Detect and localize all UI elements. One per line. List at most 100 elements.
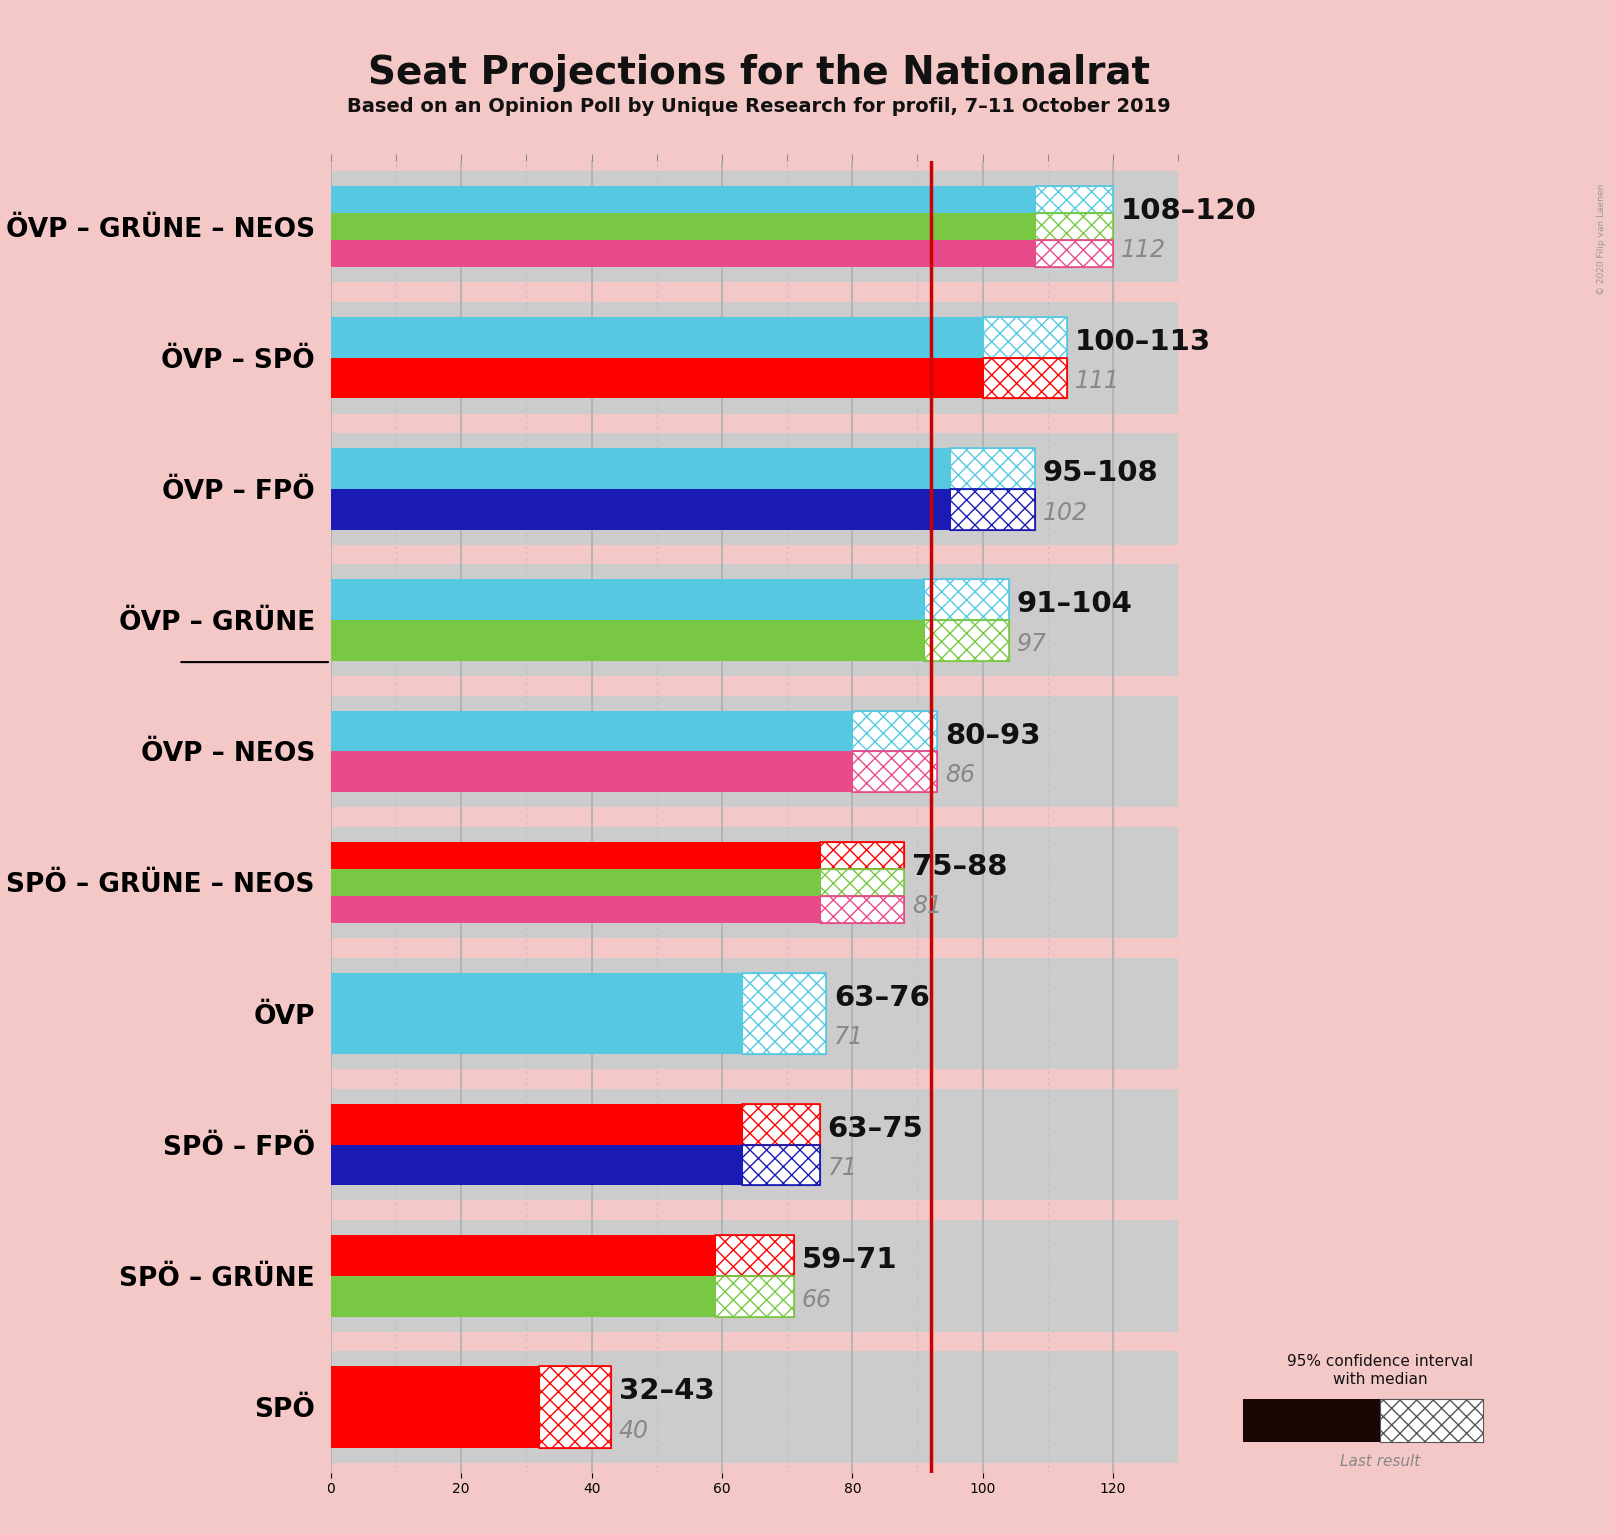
Bar xyxy=(925,580,1009,620)
Text: 112: 112 xyxy=(1120,238,1165,262)
Bar xyxy=(1035,213,1114,241)
Bar xyxy=(331,213,1035,241)
Text: 91–104: 91–104 xyxy=(1017,591,1133,618)
Bar xyxy=(539,1367,612,1448)
Bar xyxy=(951,448,1035,489)
Bar xyxy=(925,580,1009,620)
Bar xyxy=(852,710,938,752)
Bar xyxy=(715,1235,794,1276)
Text: 75–88: 75–88 xyxy=(912,853,1007,881)
Bar xyxy=(951,489,1035,529)
Bar xyxy=(852,752,938,792)
Bar xyxy=(331,1220,1178,1332)
Bar xyxy=(1035,241,1114,267)
Text: 63–76: 63–76 xyxy=(834,983,930,1012)
Bar xyxy=(820,868,904,896)
Bar xyxy=(820,896,904,923)
Text: 40: 40 xyxy=(620,1419,649,1442)
Bar xyxy=(331,302,1178,414)
Bar xyxy=(331,752,852,792)
Bar xyxy=(951,448,1035,489)
Bar xyxy=(820,868,904,896)
Text: 95–108: 95–108 xyxy=(1043,459,1159,488)
Bar xyxy=(983,318,1067,357)
Bar xyxy=(331,1367,539,1448)
Bar xyxy=(331,842,820,868)
Bar xyxy=(331,186,1035,213)
Bar xyxy=(852,752,938,792)
Bar xyxy=(951,448,1035,489)
Text: 71: 71 xyxy=(834,1025,863,1049)
Bar xyxy=(331,1276,715,1316)
Text: 86: 86 xyxy=(944,762,975,787)
Text: 102: 102 xyxy=(1043,500,1088,525)
Bar xyxy=(983,357,1067,399)
Bar xyxy=(741,1144,820,1186)
Bar xyxy=(331,1089,1178,1201)
Text: © 2020 Filip van Laenen: © 2020 Filip van Laenen xyxy=(1596,184,1606,296)
Bar xyxy=(741,1104,820,1144)
Bar xyxy=(1035,186,1114,213)
Bar xyxy=(715,1235,794,1276)
Bar xyxy=(331,710,852,752)
Bar xyxy=(331,448,951,489)
Text: 95% confidence interval
with median: 95% confidence interval with median xyxy=(1286,1355,1474,1387)
Bar xyxy=(741,1144,820,1186)
Bar xyxy=(331,1104,741,1144)
Bar xyxy=(741,973,826,1054)
Bar xyxy=(331,489,951,529)
Bar xyxy=(820,896,904,923)
Bar xyxy=(820,868,904,896)
Bar xyxy=(925,620,1009,661)
Bar xyxy=(331,1351,1178,1463)
Text: 111: 111 xyxy=(1075,370,1120,393)
Bar xyxy=(331,896,820,923)
Text: 59–71: 59–71 xyxy=(802,1246,897,1275)
Bar xyxy=(741,973,826,1054)
Bar xyxy=(331,827,1178,939)
Text: 71: 71 xyxy=(828,1157,857,1180)
Text: 32–43: 32–43 xyxy=(620,1378,715,1405)
Bar xyxy=(539,1367,612,1448)
Bar xyxy=(715,1276,794,1316)
Bar xyxy=(331,241,1035,267)
Bar xyxy=(331,433,1178,545)
Bar xyxy=(1035,241,1114,267)
Bar xyxy=(1035,241,1114,267)
Bar xyxy=(1035,213,1114,241)
Bar xyxy=(1035,186,1114,213)
Bar xyxy=(983,318,1067,357)
Bar xyxy=(539,1367,612,1448)
Bar xyxy=(331,580,925,620)
Bar xyxy=(331,1144,741,1186)
Text: 81: 81 xyxy=(912,894,943,917)
Bar xyxy=(820,842,904,868)
Text: 97: 97 xyxy=(1017,632,1046,655)
Text: 66: 66 xyxy=(802,1287,831,1312)
Bar xyxy=(852,752,938,792)
Bar xyxy=(1035,186,1114,213)
Bar xyxy=(820,842,904,868)
Bar xyxy=(741,1144,820,1186)
Text: 108–120: 108–120 xyxy=(1120,196,1257,225)
Bar xyxy=(925,620,1009,661)
Bar xyxy=(331,565,1178,676)
Bar xyxy=(852,710,938,752)
Text: 63–75: 63–75 xyxy=(828,1115,923,1143)
Bar xyxy=(331,620,925,661)
Bar xyxy=(715,1235,794,1276)
Bar xyxy=(820,842,904,868)
Text: 100–113: 100–113 xyxy=(1075,328,1212,356)
Bar xyxy=(951,489,1035,529)
Bar xyxy=(741,1104,820,1144)
Bar xyxy=(741,1104,820,1144)
Bar xyxy=(983,357,1067,399)
Bar xyxy=(331,357,983,399)
Bar xyxy=(331,973,741,1054)
Bar xyxy=(741,973,826,1054)
Bar xyxy=(331,318,983,357)
Bar xyxy=(331,957,1178,1069)
Text: Seat Projections for the Nationalrat: Seat Projections for the Nationalrat xyxy=(368,54,1149,92)
Text: Last result: Last result xyxy=(1340,1454,1420,1470)
Bar xyxy=(852,710,938,752)
